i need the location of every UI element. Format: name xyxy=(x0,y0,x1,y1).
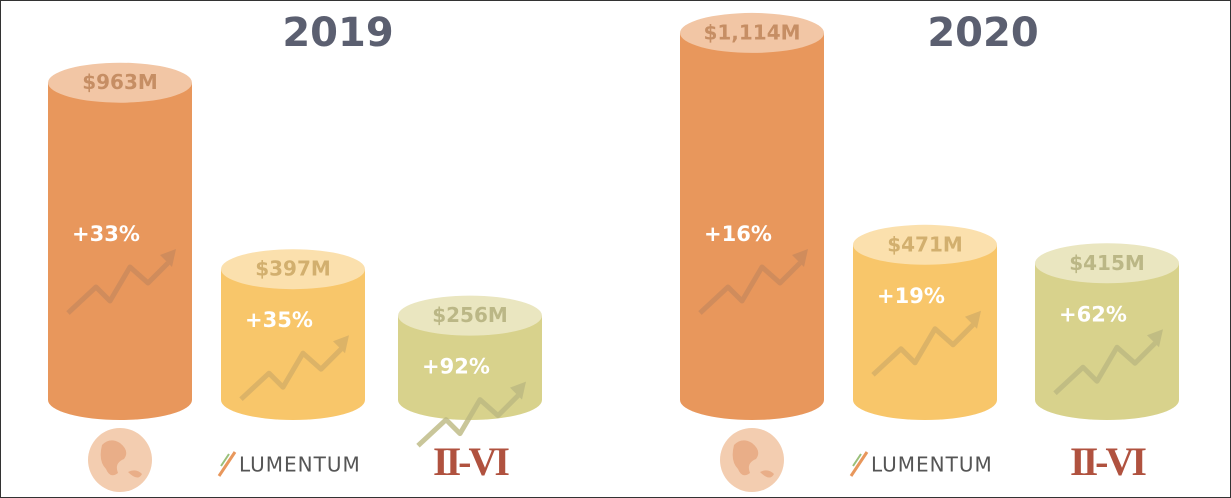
chart-title: 2020 xyxy=(927,10,1038,56)
trend-arrow-head xyxy=(510,381,526,400)
trend-arrow-head xyxy=(965,310,981,329)
globe-land xyxy=(100,440,142,478)
value-label: $415M xyxy=(1069,251,1145,275)
cylinder-top xyxy=(221,249,365,290)
trend-arrow-head xyxy=(1147,329,1163,348)
value-label: $963M xyxy=(82,70,158,94)
trend-arrow xyxy=(871,323,975,377)
chart-title: 2019 xyxy=(282,10,393,56)
category-label: LUMENTUM xyxy=(239,453,361,477)
growth-label: +62% xyxy=(1059,302,1127,326)
trend-arrow xyxy=(416,393,520,448)
cylinder-body xyxy=(221,269,365,400)
category-label: II-VI xyxy=(433,439,509,484)
value-label: $256M xyxy=(432,303,508,327)
lumentum-icon-2 xyxy=(220,453,230,467)
growth-label: +92% xyxy=(422,355,490,379)
trend-arrow xyxy=(698,261,802,315)
growth-label: +35% xyxy=(245,308,313,332)
value-label: $397M xyxy=(255,257,331,281)
trend-arrow xyxy=(239,347,343,402)
cylinder-body xyxy=(680,32,824,400)
cylinder xyxy=(398,295,542,420)
cylinder xyxy=(48,62,192,420)
cylinder-body xyxy=(1035,263,1179,400)
trend-arrow-head xyxy=(792,249,808,267)
trend-arrow xyxy=(1053,341,1157,396)
lumentum-icon xyxy=(849,451,869,477)
cylinder-top xyxy=(48,62,192,103)
cylinder-body xyxy=(48,82,192,400)
cylinder-top xyxy=(680,12,824,53)
cylinder xyxy=(680,12,824,420)
lumentum-icon-2 xyxy=(852,453,862,467)
cylinder xyxy=(1035,243,1179,420)
cylinder-top xyxy=(398,295,542,336)
cylinder-top xyxy=(853,224,997,265)
trend-arrow xyxy=(66,261,170,315)
category-label: II-VI xyxy=(1070,439,1146,484)
globe-land xyxy=(732,440,774,478)
growth-label: +33% xyxy=(72,222,140,246)
cylinder xyxy=(221,249,365,420)
lumentum-icon xyxy=(217,451,237,477)
growth-label: +16% xyxy=(704,222,772,246)
category-label: LUMENTUM xyxy=(871,453,993,477)
value-label: $1,114M xyxy=(703,20,800,44)
growth-label: +19% xyxy=(877,284,945,308)
value-label: $471M xyxy=(887,232,963,256)
trend-arrow-head xyxy=(160,249,176,267)
cylinder-top xyxy=(1035,243,1179,284)
trend-arrow-head xyxy=(333,335,349,354)
